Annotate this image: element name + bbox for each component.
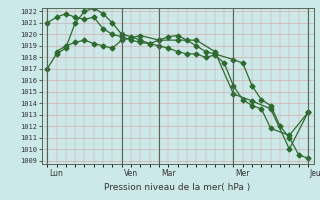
- Text: Jeu: Jeu: [310, 169, 320, 178]
- Text: Mer: Mer: [235, 169, 250, 178]
- X-axis label: Pression niveau de la mer( hPa ): Pression niveau de la mer( hPa ): [104, 183, 251, 192]
- Text: Mar: Mar: [161, 169, 175, 178]
- Text: Ven: Ven: [124, 169, 138, 178]
- Text: Lun: Lun: [49, 169, 63, 178]
